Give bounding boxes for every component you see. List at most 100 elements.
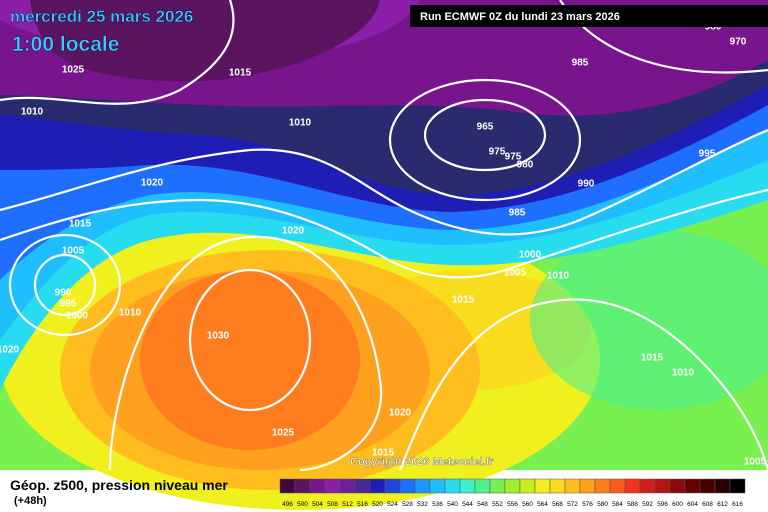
scale-label: 532 <box>417 501 428 508</box>
scale-cell <box>594 478 611 494</box>
scale-label: 496 <box>282 501 293 508</box>
isobar-label: 1010 <box>119 308 142 319</box>
isobar-label: 1020 <box>0 345 20 356</box>
isobar-label: 1005 <box>744 457 767 468</box>
scale-label: 544 <box>462 501 473 508</box>
legend-title: Géop. z500, pression niveau mer <box>10 477 228 493</box>
scale-label: 580 <box>597 501 608 508</box>
scale-label: 568 <box>552 501 563 508</box>
isobar-label: 1015 <box>229 68 252 79</box>
isobar-label: 1005 <box>62 246 85 257</box>
isobar-label: 1025 <box>62 65 85 76</box>
field-red-orange <box>140 270 360 450</box>
copyright: Copyright 2026 Meteociel.fr <box>350 456 494 468</box>
date: mercredi 25 mars 2026 <box>10 7 193 26</box>
scale-cell <box>729 478 746 494</box>
scale-cell <box>489 478 506 494</box>
run-info: Run ECMWF 0Z du lundi 23 mars 2026 <box>420 11 620 23</box>
isobar-label: 1000 <box>66 311 89 322</box>
isobar-label: 1025 <box>272 428 295 439</box>
scale-label: 548 <box>477 501 488 508</box>
isobar <box>0 188 768 279</box>
scale-label: 540 <box>447 501 458 508</box>
isobar-label: 1010 <box>672 368 695 379</box>
scale-label: 616 <box>732 501 743 508</box>
scale-label: 604 <box>687 501 698 508</box>
scale-label: 528 <box>402 501 413 508</box>
scale-label: 592 <box>642 501 653 508</box>
isobar <box>0 0 235 105</box>
scale-cell <box>534 478 551 494</box>
isobar-label: 975 <box>505 152 522 163</box>
isobar-label: 1010 <box>547 271 570 282</box>
lead-time: (+48h) <box>14 495 47 507</box>
field-deep-purple <box>30 0 380 82</box>
scale-cell <box>459 478 476 494</box>
scale-label: 536 <box>432 501 443 508</box>
isobar-label: 965 <box>477 122 494 133</box>
scale-cell <box>504 478 521 494</box>
scale-label: 564 <box>537 501 548 508</box>
isobar-label: 995 <box>699 149 716 160</box>
scale-cell <box>624 478 641 494</box>
isobar-label: 1030 <box>207 331 230 342</box>
scale-label: 576 <box>582 501 593 508</box>
isobar <box>33 253 97 317</box>
scale-label: 512 <box>342 501 353 508</box>
run-box <box>410 5 768 27</box>
time: 1:00 locale <box>12 33 119 56</box>
scale-cell <box>639 478 656 494</box>
scale-label: 608 <box>702 501 713 508</box>
isobar-label: 1005 <box>504 268 527 279</box>
scale-cell <box>714 478 731 494</box>
isobar-label: 1020 <box>141 178 164 189</box>
isobar-label: 990 <box>578 179 595 190</box>
scale-label: 596 <box>657 501 668 508</box>
scale-cell <box>699 478 716 494</box>
isobar-label: 985 <box>509 208 526 219</box>
isobar-label: 985 <box>572 58 589 69</box>
isobar-label: 1015 <box>372 448 395 459</box>
scale-cell <box>324 478 341 494</box>
scale-cell <box>684 478 701 494</box>
scale-label: 500 <box>297 501 308 508</box>
scale-label: 552 <box>492 501 503 508</box>
scale-label: 556 <box>507 501 518 508</box>
isobar-label: 970 <box>730 37 747 48</box>
isobar <box>188 268 312 412</box>
scale-label: 520 <box>372 501 383 508</box>
scale-label: 508 <box>327 501 338 508</box>
scale-cell <box>444 478 461 494</box>
scale-cell <box>519 478 536 494</box>
isobar-label: 980 <box>517 160 534 171</box>
scale-label: 600 <box>672 501 683 508</box>
scale-cell <box>354 478 371 494</box>
scale-cell <box>384 478 401 494</box>
isobar <box>398 298 768 471</box>
isobar <box>8 233 122 337</box>
scale-cell <box>309 478 326 494</box>
scale-label: 612 <box>717 501 728 508</box>
isobar-label: 1015 <box>69 219 92 230</box>
isobar-label: 1010 <box>21 107 44 118</box>
scale-cell <box>669 478 686 494</box>
scale-cell <box>474 478 491 494</box>
scale-cell <box>609 478 626 494</box>
scale-label: 560 <box>522 501 533 508</box>
scale-label: 572 <box>567 501 578 508</box>
isobar-label: 990 <box>55 288 72 299</box>
scale-cell <box>399 478 416 494</box>
isobar-label: 975 <box>489 147 506 158</box>
scale-label: 584 <box>612 501 623 508</box>
isobar <box>388 78 582 202</box>
isobar <box>108 235 383 472</box>
scale-cell <box>414 478 431 494</box>
scale-cell <box>369 478 386 494</box>
scale-cell <box>339 478 356 494</box>
scale-cell <box>549 478 566 494</box>
scale-label: 516 <box>357 501 368 508</box>
isobar-label: 1010 <box>289 118 312 129</box>
isobars <box>0 0 768 472</box>
